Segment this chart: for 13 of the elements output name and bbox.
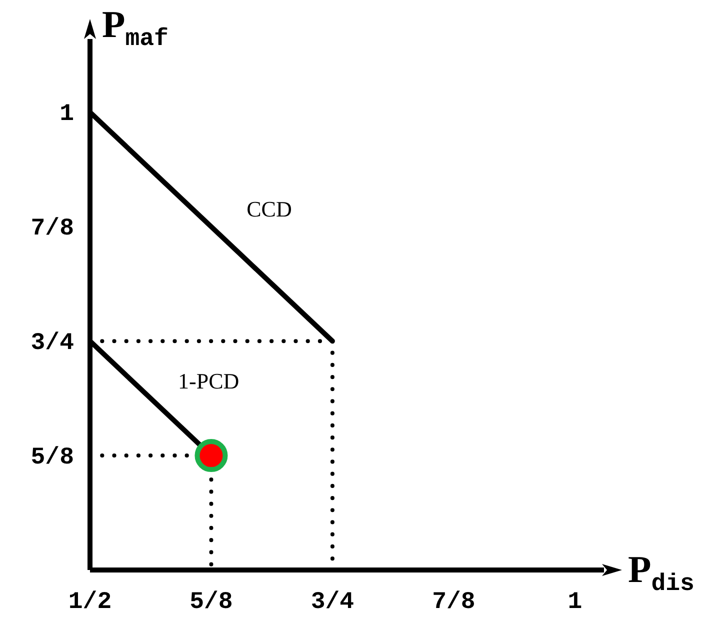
x-tick-label: 1	[568, 589, 582, 616]
series-label: 1-PCD	[178, 368, 240, 394]
y-tick-label: 7/8	[30, 216, 74, 243]
x-tick-label: 7/8	[432, 589, 476, 616]
x-tick-label: 3/4	[310, 589, 354, 616]
y-tick-label: 3/4	[30, 330, 74, 358]
x-tick-label: 1/2	[68, 589, 112, 616]
x-axis-title: P$_{dis}$	[628, 549, 694, 598]
y-tick-label: 1	[60, 101, 74, 128]
x-tick-label: 5/8	[190, 589, 233, 616]
series-label: CCD	[246, 196, 292, 222]
y-tick-label: 5/8	[30, 444, 74, 472]
y-axis-title: P$_{maf}$	[102, 4, 168, 54]
